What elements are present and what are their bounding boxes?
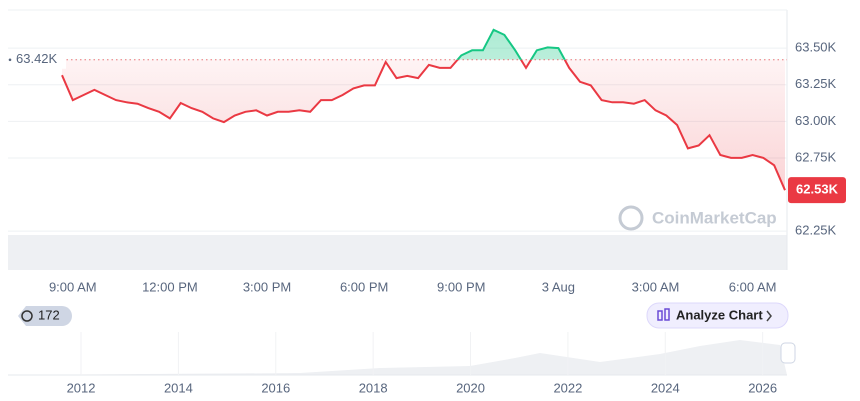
navigator-tick-label: 2012 bbox=[67, 380, 96, 395]
price-line-below bbox=[61, 59, 786, 191]
navigator-tick-label: 2020 bbox=[456, 380, 485, 395]
analyze-button[interactable]: Analyze Chart bbox=[646, 302, 789, 329]
x-tick-label: 6:00 PM bbox=[340, 279, 388, 294]
y-tick-label: 63.50K bbox=[795, 40, 837, 55]
navigator-area bbox=[8, 340, 787, 375]
price-tag bbox=[788, 177, 846, 204]
watermark-text: CoinMarketCap bbox=[652, 208, 777, 227]
y-tick-label: 62.25K bbox=[795, 223, 837, 238]
x-tick-label: 9:00 PM bbox=[437, 279, 485, 294]
baseline-dot bbox=[8, 58, 12, 62]
volume-area bbox=[8, 235, 787, 270]
area-below bbox=[62, 59, 785, 191]
navigator-handle[interactable] bbox=[780, 342, 796, 364]
navigator-tick-label: 2016 bbox=[261, 380, 290, 395]
baseline-label: 63.42K bbox=[16, 51, 58, 66]
navigator-tick-label: 2014 bbox=[164, 380, 193, 395]
x-tick-label: 6:00 AM bbox=[729, 279, 777, 294]
baseline-label-bg bbox=[6, 50, 66, 69]
price-tag-label: 62.53K bbox=[796, 182, 839, 197]
badge-text: 172 bbox=[38, 307, 60, 322]
watermark: CoinMarketCap bbox=[618, 205, 777, 231]
navigator-tick-label: 2024 bbox=[651, 380, 680, 395]
navigator-tick-label: 2022 bbox=[553, 380, 582, 395]
x-tick-label: 12:00 PM bbox=[142, 279, 198, 294]
x-tick-label: 3 Aug bbox=[542, 279, 575, 294]
y-tick-label: 62.75K bbox=[795, 149, 837, 164]
button-text: Analyze Chart bbox=[676, 307, 763, 322]
navigator-tick-label: 2018 bbox=[359, 380, 388, 395]
badge[interactable]: 172 bbox=[18, 306, 72, 326]
navigator-tick-label: 2026 bbox=[748, 380, 777, 395]
y-tick-label: 63.00K bbox=[795, 113, 837, 128]
y-tick-label: 63.25K bbox=[795, 76, 837, 91]
x-tick-label: 3:00 AM bbox=[632, 279, 680, 294]
x-tick-label: 9:00 AM bbox=[49, 279, 97, 294]
x-tick-label: 3:00 PM bbox=[243, 279, 291, 294]
